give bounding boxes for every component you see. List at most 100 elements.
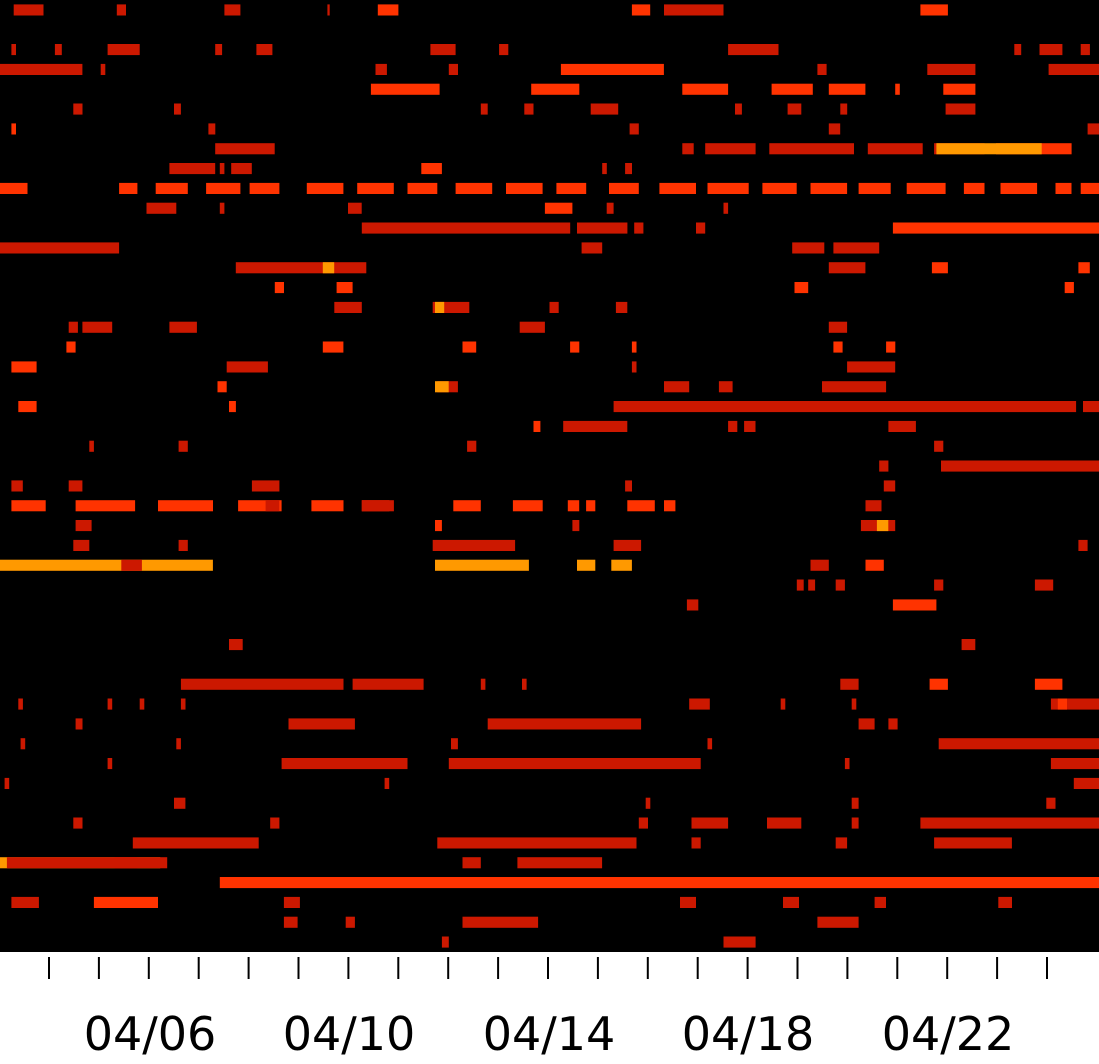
heatmap-cell [892,599,937,611]
heatmap-cell [572,520,580,532]
heatmap-cell [270,817,280,829]
heatmap-cell [132,837,259,849]
heatmap-cell [283,896,300,908]
heatmap-cell [208,123,216,135]
heatmap-cell [631,4,651,16]
heatmap-cell [107,758,113,770]
heatmap-cell [865,559,884,571]
heatmap-cell [407,182,438,194]
x-tick-label: 04/18 [682,1007,815,1061]
heatmap-cell [384,777,390,789]
heatmap-cell [680,896,696,908]
heatmap-cell [723,202,729,214]
heatmap-cell [432,301,470,313]
heatmap-cell [931,262,948,274]
heatmap-cell [886,341,896,353]
heatmap-cell [322,262,335,274]
heatmap-cell [306,182,344,194]
heatmap-cell [533,420,541,432]
heatmap-cell [66,341,76,353]
heatmap-cell [155,182,188,194]
heatmap-cell [707,182,749,194]
heatmap-cell [430,44,456,56]
heatmap-cell [934,579,944,591]
heatmap-cell [874,896,886,908]
heatmap-cell [229,639,243,651]
heatmap-cell [718,381,733,393]
heatmap-cell [638,817,648,829]
heatmap-cell [611,559,632,571]
heatmap-cell [851,797,859,809]
heatmap-cell [437,837,637,849]
heatmap-cell [1046,797,1056,809]
heatmap-cell [348,202,362,214]
heatmap-cell [361,500,394,512]
heatmap-cell [524,103,534,115]
heatmap-cell [792,242,825,254]
heatmap-cell [627,500,655,512]
heatmap-cell [265,500,280,512]
heatmap-cell [879,460,889,472]
heatmap-cell [11,123,16,135]
heatmap-cell [835,837,848,849]
heatmap-cell [828,123,841,135]
heatmap-cell [75,500,136,512]
heatmap-cell [613,539,642,551]
heatmap-cell [664,500,676,512]
heatmap-cell [1083,401,1099,413]
heatmap-cell [448,758,701,770]
heatmap-cell [625,163,632,175]
heatmap-cell [75,520,92,532]
heatmap-cell [467,440,477,452]
heatmap-cell [783,896,799,908]
heatmap-cell [107,698,113,710]
heatmap-cell [631,341,637,353]
heatmap-cell [1087,123,1099,135]
heatmap-cell [517,857,603,869]
heatmap-cell [1034,678,1063,690]
heatmap-cell [68,321,78,333]
heatmap-cell [613,401,1077,413]
heatmap-cell [121,559,142,571]
heatmap-cell [352,678,424,690]
heatmap-cell [178,539,188,551]
heatmap-cell [888,420,916,432]
heatmap-cell [377,4,399,16]
heatmap-cell [68,480,83,492]
heatmap-cell [581,242,603,254]
heatmap-cell [174,797,186,809]
heatmap-cell [107,44,140,56]
heatmap-cell [18,401,37,413]
heatmap-cell [705,143,756,155]
heatmap-cell [556,182,587,194]
heatmap-cell [828,321,848,333]
heatmap-cell [767,817,802,829]
heatmap-cell [441,936,449,948]
heatmap-cell [169,321,197,333]
heatmap-cell [327,4,330,16]
heatmap-cell [1073,777,1099,789]
heatmap-cell [119,182,138,194]
heatmap-cell [577,559,596,571]
heatmap-cell [176,738,181,750]
heatmap-cell [480,678,486,690]
heatmap-cell [707,738,713,750]
heatmap-cell [370,83,440,95]
heatmap-cell [11,361,37,373]
heatmap-cell [867,143,923,155]
heatmap-cell [217,381,227,393]
heatmap-cell [1080,44,1090,56]
heatmap-cell [54,44,62,56]
heatmap-cell [629,123,639,135]
heatmap-cell [682,83,729,95]
heatmap-cell [609,182,639,194]
heatmap-cell [817,916,859,928]
heatmap-cell [169,163,216,175]
heatmap-cell [11,500,46,512]
heatmap-cell [1078,262,1090,274]
heatmap-cell [451,738,458,750]
heatmap-cell [206,182,241,194]
heatmap-cell [840,103,848,115]
heatmap-cell [876,520,889,532]
heatmap-cell [892,222,1099,234]
